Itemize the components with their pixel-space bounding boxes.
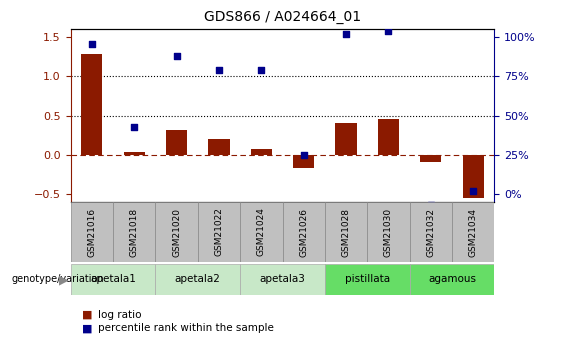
Point	[384, 28, 393, 34]
Text: GSM21026: GSM21026	[299, 207, 308, 257]
Bar	[282, 202, 325, 262]
Bar	[113, 202, 155, 262]
Bar	[155, 202, 198, 262]
Bar	[251, 149, 272, 155]
Bar	[240, 202, 282, 262]
Bar	[325, 264, 410, 295]
Bar	[81, 55, 102, 155]
Bar	[420, 155, 441, 162]
Bar	[240, 264, 325, 295]
Bar	[378, 119, 399, 155]
Text: agamous: agamous	[428, 275, 476, 284]
Point	[129, 124, 139, 129]
Bar	[155, 264, 240, 295]
Bar	[71, 264, 155, 295]
Text: GSM21028: GSM21028	[342, 207, 350, 257]
Text: GSM21018: GSM21018	[130, 207, 138, 257]
Bar	[452, 202, 494, 262]
Text: apetala1: apetala1	[90, 275, 136, 284]
Text: apetala2: apetala2	[175, 275, 221, 284]
Bar	[124, 152, 145, 155]
Text: GSM21034: GSM21034	[469, 207, 477, 257]
Bar	[410, 264, 494, 295]
Bar	[166, 130, 187, 155]
Bar	[325, 202, 367, 262]
Text: GSM21032: GSM21032	[427, 207, 435, 257]
Bar	[198, 202, 240, 262]
Bar	[208, 139, 229, 155]
Text: genotype/variation: genotype/variation	[11, 275, 104, 284]
Text: GDS866 / A024664_01: GDS866 / A024664_01	[204, 10, 361, 24]
Text: apetala3: apetala3	[259, 275, 306, 284]
Text: ▶: ▶	[59, 273, 69, 286]
Text: ■: ■	[82, 310, 93, 319]
Point	[341, 31, 350, 37]
Point	[469, 188, 478, 194]
Bar	[410, 202, 452, 262]
Text: GSM21020: GSM21020	[172, 207, 181, 257]
Point	[257, 67, 266, 73]
Bar	[71, 202, 113, 262]
Text: GSM21016: GSM21016	[88, 207, 96, 257]
Bar	[367, 202, 410, 262]
Bar	[293, 155, 314, 168]
Bar	[463, 155, 484, 198]
Text: GSM21030: GSM21030	[384, 207, 393, 257]
Bar	[336, 124, 357, 155]
Point	[299, 152, 308, 158]
Point	[215, 67, 224, 73]
Point	[426, 202, 435, 208]
Point	[87, 41, 96, 47]
Text: pistillata: pistillata	[345, 275, 390, 284]
Text: GSM21022: GSM21022	[215, 208, 223, 256]
Text: ■: ■	[82, 324, 93, 333]
Text: GSM21024: GSM21024	[257, 208, 266, 256]
Text: percentile rank within the sample: percentile rank within the sample	[98, 324, 273, 333]
Text: log ratio: log ratio	[98, 310, 141, 319]
Point	[172, 53, 181, 59]
